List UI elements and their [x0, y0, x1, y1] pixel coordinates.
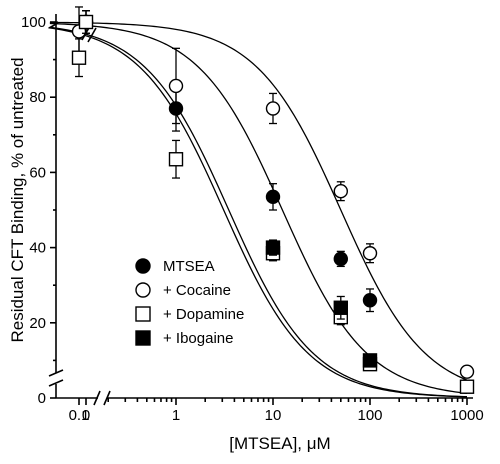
data-point [78, 14, 94, 30]
fit-curve [49, 21, 468, 395]
fit-curve [48, 22, 468, 398]
legend-marker [135, 330, 151, 346]
y-tick-label: 20 [29, 315, 46, 332]
data-points [71, 6, 475, 394]
y-axis-break-mark [48, 379, 64, 387]
data-point [168, 78, 184, 94]
data-point [168, 152, 184, 167]
data-point [459, 364, 475, 379]
data-point [333, 251, 349, 267]
data-point [459, 379, 475, 394]
y-tick-label: 80 [29, 89, 46, 106]
x-tick-label: 0.1 [69, 407, 90, 424]
x-axis-break-mark [93, 390, 101, 406]
x-axis-break-mark [103, 390, 111, 406]
legend-label: MTSEA [163, 258, 215, 275]
data-point [265, 101, 281, 116]
y-axis-break-mark [48, 369, 64, 377]
data-point [71, 50, 87, 65]
data-point [362, 293, 378, 308]
legend-marker [135, 306, 151, 322]
data-point [333, 183, 349, 199]
x-axis-title: [MTSEA], μM [229, 434, 330, 453]
legend-label: + Dopamine [163, 306, 244, 323]
x-tick-label: 100 [357, 407, 382, 424]
fit-curve [49, 21, 468, 381]
x-tick-label: 0 [82, 407, 90, 424]
legend-label: + Ibogaine [163, 330, 233, 347]
x-tick-label: 1 [172, 407, 180, 424]
y-tick-label: 40 [29, 240, 46, 257]
legend: MTSEA + Cocaine + Dopamine + Ibogaine [135, 258, 244, 347]
data-point [265, 189, 281, 205]
data-point [362, 353, 378, 368]
legend-marker [135, 258, 151, 274]
y-tick-label: 60 [29, 164, 46, 181]
y-tick-label: 0 [38, 390, 46, 407]
y-axis-title: Residual CFT Binding, % of untreated [8, 57, 27, 342]
legend-marker [135, 282, 151, 298]
top-break-mark [87, 27, 97, 43]
fit-curve [47, 22, 468, 398]
legend-label: + Cocaine [163, 282, 231, 299]
data-point [333, 300, 349, 315]
x-tick-label: 10 [265, 407, 282, 424]
data-point [362, 246, 378, 261]
fit-curves [47, 21, 468, 398]
y-tick-label: 100 [21, 14, 46, 31]
data-point [265, 240, 281, 255]
x-tick-label: 1000 [450, 407, 483, 424]
